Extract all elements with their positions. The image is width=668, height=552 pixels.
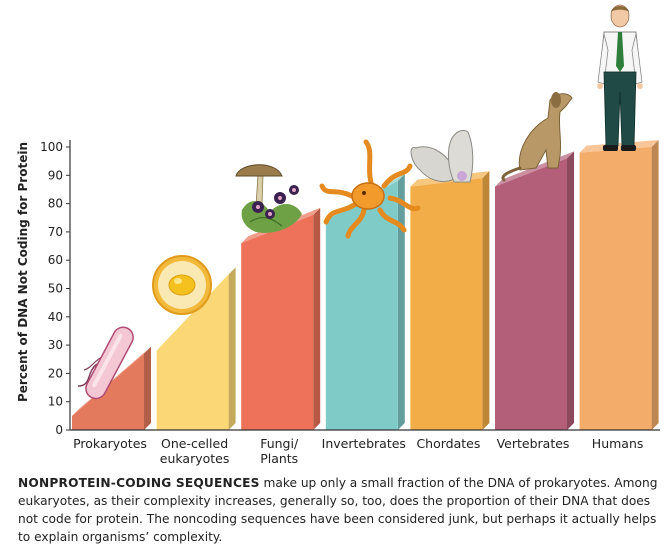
bar-side	[144, 346, 151, 430]
dog-illustration	[501, 92, 573, 182]
bar	[410, 171, 490, 430]
category-label: Chordates	[416, 436, 480, 451]
bar-front	[325, 180, 398, 430]
bar-side	[397, 173, 405, 430]
y-tick-label: 80	[48, 197, 63, 211]
y-tick-label: 100	[40, 140, 63, 154]
category-label: Prokaryotes	[73, 436, 147, 451]
bar-side	[482, 171, 490, 430]
y-tick-label: 70	[48, 225, 63, 239]
y-tick-label: 90	[48, 168, 63, 182]
bar-front	[241, 214, 314, 430]
category-label: eukaryotes	[160, 451, 230, 466]
category-label: Invertebrates	[322, 436, 406, 451]
bar	[579, 140, 659, 430]
bar-side	[228, 267, 236, 430]
bar-side	[313, 207, 321, 430]
human-illustration	[597, 4, 643, 151]
caption-text: make up only a small fraction of the DNA…	[18, 476, 658, 544]
bar-front	[72, 353, 144, 430]
bar	[495, 151, 574, 430]
single-cell-illustration	[152, 255, 212, 315]
category-label: Humans	[592, 436, 644, 451]
bar-front	[410, 178, 483, 430]
category-label: One-celled	[161, 436, 228, 451]
illustrations	[77, 4, 643, 400]
bar-top	[579, 140, 659, 153]
bar	[241, 207, 321, 430]
y-tick-label: 60	[48, 253, 63, 267]
category-label: Vertebrates	[497, 436, 570, 451]
bar-front	[579, 147, 652, 430]
category-label: Fungi/	[260, 436, 299, 451]
bar-side	[651, 140, 659, 430]
sea-squirts-illustration	[410, 129, 474, 183]
y-tick-label: 10	[48, 395, 63, 409]
y-tick-label: 30	[48, 338, 63, 352]
category-label: Plants	[260, 451, 298, 466]
mushroom-flowers-illustration	[235, 164, 302, 233]
bacterium-illustration	[77, 326, 134, 400]
bar-front	[495, 158, 567, 430]
caption-lead: NONPROTEIN-CODING SEQUENCES	[18, 476, 260, 490]
y-tick-label: 40	[48, 310, 63, 324]
bar-front	[156, 274, 229, 430]
y-tick-label: 0	[55, 423, 63, 437]
figure-caption: NONPROTEIN-CODING SEQUENCES make up only…	[18, 474, 658, 546]
y-axis-title: Percent of DNA Not Coding for Protein	[16, 142, 30, 402]
octopus-illustration	[319, 139, 421, 239]
y-axis-ticks: 0 10 20 30 40 50 60 70 80 90 100	[40, 140, 70, 437]
bar-side	[567, 151, 574, 430]
y-tick-label: 20	[48, 366, 63, 380]
y-tick-label: 50	[48, 282, 63, 296]
